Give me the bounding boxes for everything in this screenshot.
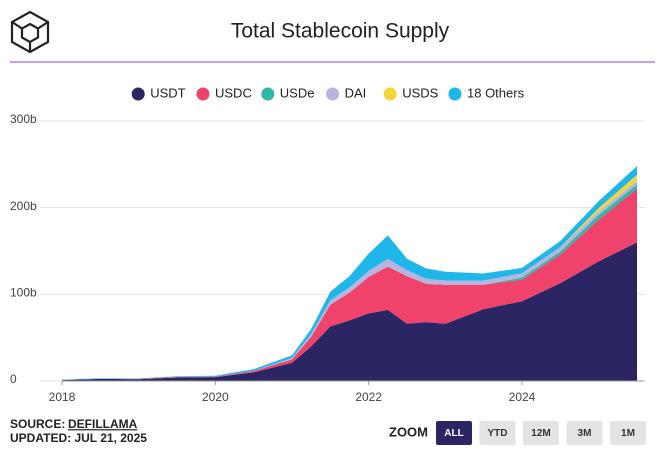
area <box>62 188 637 381</box>
zoom-button-label[interactable]: ALL <box>444 428 463 439</box>
updated: UPDATED: JUL 21, 2025 <box>10 431 147 445</box>
zoom-button[interactable] <box>566 421 603 445</box>
y-tick-label: 100b <box>10 286 37 300</box>
zoom-button[interactable] <box>436 421 472 445</box>
zoom-button[interactable] <box>610 421 646 445</box>
legend-swatch[interactable] <box>383 87 397 101</box>
zoom-button-label[interactable]: 1M <box>621 428 635 439</box>
x-tick-label: 2022 <box>355 390 382 404</box>
zoom-button[interactable] <box>479 421 516 445</box>
chart-title: Total Stablecoin Supply <box>231 20 450 43</box>
legend-swatch[interactable] <box>261 87 275 101</box>
source-label: SOURCE: <box>10 417 65 431</box>
legend-swatch[interactable] <box>131 87 145 101</box>
zoom-label: ZOOM <box>389 424 428 439</box>
logo <box>10 10 50 54</box>
x-tick-label: 2018 <box>49 390 76 404</box>
zoom-button-label[interactable]: 12M <box>531 428 550 439</box>
legend-swatch[interactable] <box>196 87 210 101</box>
source-link[interactable]: DEFILLAMA <box>68 417 138 431</box>
area <box>62 242 637 381</box>
area <box>62 166 637 381</box>
legend-label[interactable]: 18 Others <box>467 85 525 100</box>
zoom-button-label[interactable]: 3M <box>578 428 592 439</box>
legend-label[interactable]: USDC <box>215 85 252 100</box>
legend-label[interactable]: USDT <box>150 85 185 100</box>
zoom-button[interactable] <box>523 421 559 445</box>
y-tick-label: 300b <box>10 112 37 126</box>
legend-swatch[interactable] <box>326 87 340 101</box>
legend-swatch[interactable] <box>448 87 462 101</box>
legend-label[interactable]: USDe <box>280 85 315 100</box>
x-tick-label: 2024 <box>509 390 536 404</box>
legend-label[interactable]: USDS <box>402 85 438 100</box>
zoom-button-label[interactable]: YTD <box>488 428 508 439</box>
x-tick-label: 2020 <box>202 390 229 404</box>
y-tick-label: 200b <box>10 199 37 213</box>
legend-label[interactable]: DAI <box>345 85 367 100</box>
y-tick-label: 0 <box>10 372 17 386</box>
